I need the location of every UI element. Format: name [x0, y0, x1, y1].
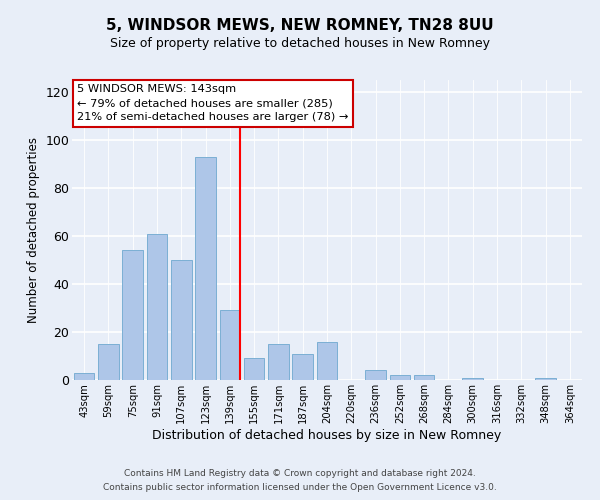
Text: Contains public sector information licensed under the Open Government Licence v3: Contains public sector information licen… [103, 484, 497, 492]
Bar [171, 260, 191, 380]
Bar [244, 358, 265, 380]
Bar [414, 375, 434, 380]
Text: 5, WINDSOR MEWS, NEW ROMNEY, TN28 8UU: 5, WINDSOR MEWS, NEW ROMNEY, TN28 8UU [106, 18, 494, 32]
Bar [389, 375, 410, 380]
Bar [535, 378, 556, 380]
Bar [292, 354, 313, 380]
Bar [463, 378, 483, 380]
Bar [146, 234, 167, 380]
Bar [365, 370, 386, 380]
Text: 5 WINDSOR MEWS: 143sqm
← 79% of detached houses are smaller (285)
21% of semi-de: 5 WINDSOR MEWS: 143sqm ← 79% of detached… [77, 84, 349, 122]
Y-axis label: Number of detached properties: Number of detached properties [27, 137, 40, 323]
Text: Size of property relative to detached houses in New Romney: Size of property relative to detached ho… [110, 38, 490, 51]
Bar [74, 373, 94, 380]
Bar [268, 344, 289, 380]
Text: Contains HM Land Registry data © Crown copyright and database right 2024.: Contains HM Land Registry data © Crown c… [124, 468, 476, 477]
Bar [220, 310, 240, 380]
Bar [195, 157, 216, 380]
X-axis label: Distribution of detached houses by size in New Romney: Distribution of detached houses by size … [152, 428, 502, 442]
Bar [122, 250, 143, 380]
Bar [317, 342, 337, 380]
Bar [98, 344, 119, 380]
